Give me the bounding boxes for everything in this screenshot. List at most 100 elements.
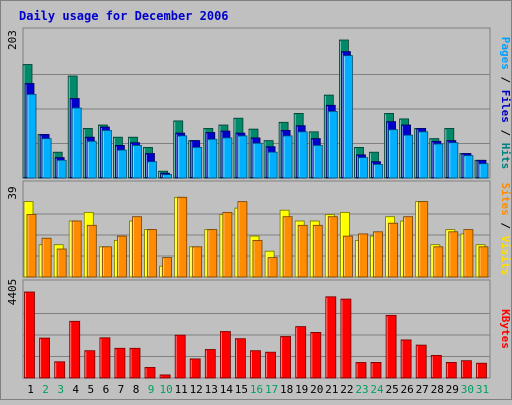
bar-pages-day-18 [282,135,293,179]
bar-sites-day-26 [403,216,414,278]
bar-kbytes-day-24 [370,361,382,379]
bar-kbytes-day-22 [340,298,352,379]
bar-sites-day-16 [252,239,263,278]
day-label-21: 21 [325,383,338,396]
bar-sites-day-7 [117,235,127,278]
axis-label-part: / [499,70,512,90]
bar-sites-day-30 [463,229,474,278]
bar-sites-day-3 [56,248,67,278]
bar-sites-day-27 [418,201,429,278]
day-label-14: 14 [220,383,234,396]
bar-pages-day-16 [252,142,263,179]
bar-pages-day-26 [403,134,414,179]
day-label-13: 13 [205,383,218,396]
bar-pages-day-17 [267,151,278,179]
bar-pages-day-28 [433,143,444,179]
bar-pages-day-11 [177,135,188,179]
bar-sites-day-1 [26,214,37,278]
day-label-20: 20 [310,383,323,396]
bar-pages-day-19 [297,131,308,179]
day-label-5: 5 [87,383,94,396]
bar-pages-day-1 [26,94,37,179]
bar-kbytes-day-11 [174,334,186,379]
bar-pages-day-4 [71,107,82,179]
bar-kbytes-day-26 [400,339,412,379]
day-label-31: 31 [476,383,489,396]
bar-kbytes-day-20 [310,331,322,379]
bar-kbytes-day-5 [84,350,96,379]
bar-pages-day-10 [162,174,173,179]
bar-sites-day-23 [358,233,368,278]
bar-sites-day-9 [147,229,157,278]
bar-sites-day-28 [433,246,444,278]
day-label-7: 7 [118,383,125,396]
bar-sites-day-25 [388,222,399,278]
y-max-label-hits: 203 [6,30,19,50]
bar-kbytes-day-18 [280,336,292,379]
bar-kbytes-day-23 [355,362,367,379]
series-pages [26,55,489,179]
bar-sites-day-24 [373,231,383,278]
panels: 203 Pages / Files / Hits 39 Sites / Visits 4… [6,27,512,379]
bar-kbytes-day-25 [385,314,397,379]
day-label-26: 26 [400,383,413,396]
bar-kbytes-day-6 [99,337,111,379]
bar-pages-day-8 [132,144,142,179]
axis-label-part: Pages [499,37,512,70]
bar-kbytes-day-19 [295,326,307,379]
axis-label-part: / [499,123,512,143]
day-label-24: 24 [370,383,384,396]
day-label-29: 29 [446,383,459,396]
axis-label-kbytes: KBytes [499,309,512,349]
bar-pages-day-12 [192,146,203,179]
axis-label-visits: Sites / Visits [499,183,512,276]
axis-label-part: Sites [499,183,512,216]
bar-sites-day-2 [41,237,52,278]
bar-kbytes-day-14 [219,331,231,379]
bar-kbytes-day-31 [476,362,487,379]
bar-pages-day-3 [56,159,67,179]
bar-pages-day-27 [418,131,429,179]
bar-pages-day-30 [463,155,474,179]
bar-kbytes-day-1 [24,291,35,379]
day-label-12: 12 [190,383,203,396]
bar-kbytes-day-2 [39,337,50,379]
bar-sites-day-22 [342,235,353,278]
day-label-9: 9 [148,383,155,396]
bar-pages-day-20 [312,144,323,179]
bar-sites-day-14 [222,211,233,278]
chart-title: Daily usage for December 2006 [19,9,229,23]
day-label-11: 11 [175,383,188,396]
bar-kbytes-day-10 [159,374,171,379]
bar-pages-day-5 [86,140,97,179]
day-label-15: 15 [235,383,248,396]
bar-pages-day-7 [117,149,127,179]
bar-sites-day-4 [71,220,82,278]
day-label-10: 10 [159,383,172,396]
bar-kbytes-day-4 [69,320,81,379]
axis-label-part: Files [499,90,512,123]
bar-sites-day-31 [478,246,489,278]
bar-pages-day-15 [237,135,248,179]
bar-kbytes-day-29 [445,361,457,379]
bar-pages-day-21 [327,111,338,179]
bar-sites-day-21 [327,216,338,278]
bar-pages-day-31 [478,163,489,179]
day-label-27: 27 [416,383,429,396]
panel-visits: 39 Sites / Visits [6,180,512,278]
panel-hits: 203 Pages / Files / Hits [6,27,512,179]
bar-sites-day-13 [207,229,218,278]
day-label-28: 28 [431,383,444,396]
y-max-label-kbytes: 4405 [6,279,19,306]
bar-kbytes-day-21 [325,296,337,379]
bar-kbytes-day-16 [250,350,261,379]
day-label-23: 23 [355,383,368,396]
day-label-22: 22 [340,383,353,396]
bar-sites-day-5 [86,224,97,278]
axis-label-part: Visits [499,236,512,276]
day-label-25: 25 [385,383,398,396]
bar-pages-day-22 [342,55,353,179]
bar-pages-day-6 [102,129,112,179]
bar-sites-day-29 [448,231,459,278]
